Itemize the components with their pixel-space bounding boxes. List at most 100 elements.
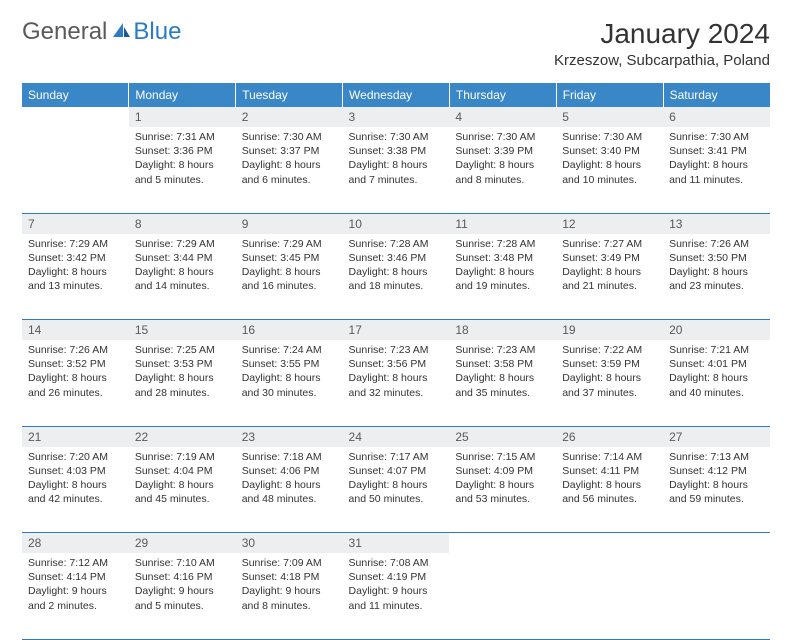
day-ss: Sunset: 4:12 PM bbox=[669, 464, 764, 478]
day-number-cell: 31 bbox=[343, 533, 450, 554]
day-number-cell: 18 bbox=[449, 320, 556, 341]
day-ss: Sunset: 4:16 PM bbox=[135, 570, 230, 584]
col-saturday: Saturday bbox=[663, 83, 770, 107]
day-cell bbox=[22, 127, 129, 213]
day-ss: Sunset: 3:41 PM bbox=[669, 144, 764, 158]
day-cell: Sunrise: 7:31 AMSunset: 3:36 PMDaylight:… bbox=[129, 127, 236, 213]
day-sr: Sunrise: 7:22 AM bbox=[562, 343, 657, 357]
day-number: 25 bbox=[449, 427, 556, 447]
day-d1: Daylight: 8 hours bbox=[349, 371, 444, 385]
day-info: Sunrise: 7:19 AMSunset: 4:04 PMDaylight:… bbox=[129, 447, 236, 513]
day-cell: Sunrise: 7:25 AMSunset: 3:53 PMDaylight:… bbox=[129, 340, 236, 426]
day-number: 30 bbox=[236, 533, 343, 553]
day-ss: Sunset: 3:52 PM bbox=[28, 357, 123, 371]
day-number: 29 bbox=[129, 533, 236, 553]
day-number-cell: 8 bbox=[129, 213, 236, 234]
day-ss: Sunset: 4:03 PM bbox=[28, 464, 123, 478]
day-number-cell: 5 bbox=[556, 107, 663, 127]
day-d2: and 10 minutes. bbox=[562, 173, 657, 187]
day-d1: Daylight: 8 hours bbox=[135, 371, 230, 385]
day-number bbox=[22, 107, 129, 127]
day-ss: Sunset: 3:49 PM bbox=[562, 251, 657, 265]
day-sr: Sunrise: 7:26 AM bbox=[669, 237, 764, 251]
day-number: 9 bbox=[236, 214, 343, 234]
day-cell: Sunrise: 7:18 AMSunset: 4:06 PMDaylight:… bbox=[236, 447, 343, 533]
day-info: Sunrise: 7:23 AMSunset: 3:56 PMDaylight:… bbox=[343, 340, 450, 406]
day-info: Sunrise: 7:30 AMSunset: 3:39 PMDaylight:… bbox=[449, 127, 556, 193]
day-cell: Sunrise: 7:26 AMSunset: 3:50 PMDaylight:… bbox=[663, 234, 770, 320]
day-info: Sunrise: 7:10 AMSunset: 4:16 PMDaylight:… bbox=[129, 553, 236, 619]
day-info: Sunrise: 7:31 AMSunset: 3:36 PMDaylight:… bbox=[129, 127, 236, 193]
day-info: Sunrise: 7:09 AMSunset: 4:18 PMDaylight:… bbox=[236, 553, 343, 619]
day-number-cell: 30 bbox=[236, 533, 343, 554]
day-d2: and 8 minutes. bbox=[455, 173, 550, 187]
calendar-table: Sunday Monday Tuesday Wednesday Thursday… bbox=[22, 83, 770, 640]
daynum-row: 78910111213 bbox=[22, 213, 770, 234]
day-d2: and 2 minutes. bbox=[28, 599, 123, 613]
day-sr: Sunrise: 7:28 AM bbox=[349, 237, 444, 251]
day-info bbox=[556, 553, 663, 562]
day-sr: Sunrise: 7:15 AM bbox=[455, 450, 550, 464]
day-d1: Daylight: 8 hours bbox=[562, 371, 657, 385]
day-info: Sunrise: 7:30 AMSunset: 3:40 PMDaylight:… bbox=[556, 127, 663, 193]
day-number: 17 bbox=[343, 320, 450, 340]
day-info bbox=[449, 553, 556, 562]
day-info: Sunrise: 7:21 AMSunset: 4:01 PMDaylight:… bbox=[663, 340, 770, 406]
day-cell: Sunrise: 7:28 AMSunset: 3:46 PMDaylight:… bbox=[343, 234, 450, 320]
daynum-row: 21222324252627 bbox=[22, 426, 770, 447]
day-d2: and 56 minutes. bbox=[562, 492, 657, 506]
day-number-cell: 2 bbox=[236, 107, 343, 127]
day-cell: Sunrise: 7:10 AMSunset: 4:16 PMDaylight:… bbox=[129, 553, 236, 639]
day-sr: Sunrise: 7:08 AM bbox=[349, 556, 444, 570]
day-cell: Sunrise: 7:08 AMSunset: 4:19 PMDaylight:… bbox=[343, 553, 450, 639]
col-wednesday: Wednesday bbox=[343, 83, 450, 107]
day-d1: Daylight: 8 hours bbox=[669, 478, 764, 492]
day-d2: and 8 minutes. bbox=[242, 599, 337, 613]
day-number: 1 bbox=[129, 107, 236, 127]
day-cell: Sunrise: 7:12 AMSunset: 4:14 PMDaylight:… bbox=[22, 553, 129, 639]
day-ss: Sunset: 3:46 PM bbox=[349, 251, 444, 265]
day-sr: Sunrise: 7:19 AM bbox=[135, 450, 230, 464]
day-number-cell: 16 bbox=[236, 320, 343, 341]
day-cell: Sunrise: 7:29 AMSunset: 3:44 PMDaylight:… bbox=[129, 234, 236, 320]
day-cell bbox=[556, 553, 663, 639]
day-d1: Daylight: 9 hours bbox=[28, 584, 123, 598]
day-number-cell: 22 bbox=[129, 426, 236, 447]
day-sr: Sunrise: 7:26 AM bbox=[28, 343, 123, 357]
day-cell: Sunrise: 7:30 AMSunset: 3:39 PMDaylight:… bbox=[449, 127, 556, 213]
day-d1: Daylight: 8 hours bbox=[135, 158, 230, 172]
day-sr: Sunrise: 7:31 AM bbox=[135, 130, 230, 144]
day-cell: Sunrise: 7:23 AMSunset: 3:58 PMDaylight:… bbox=[449, 340, 556, 426]
day-cell: Sunrise: 7:13 AMSunset: 4:12 PMDaylight:… bbox=[663, 447, 770, 533]
day-number: 16 bbox=[236, 320, 343, 340]
day-d1: Daylight: 8 hours bbox=[28, 478, 123, 492]
day-d1: Daylight: 8 hours bbox=[669, 158, 764, 172]
daynum-row: 28293031 bbox=[22, 533, 770, 554]
day-number: 24 bbox=[343, 427, 450, 447]
day-cell: Sunrise: 7:14 AMSunset: 4:11 PMDaylight:… bbox=[556, 447, 663, 533]
day-d2: and 32 minutes. bbox=[349, 386, 444, 400]
day-cell: Sunrise: 7:09 AMSunset: 4:18 PMDaylight:… bbox=[236, 553, 343, 639]
day-d1: Daylight: 8 hours bbox=[135, 265, 230, 279]
day-ss: Sunset: 3:59 PM bbox=[562, 357, 657, 371]
day-number: 11 bbox=[449, 214, 556, 234]
day-sr: Sunrise: 7:28 AM bbox=[455, 237, 550, 251]
day-sr: Sunrise: 7:29 AM bbox=[242, 237, 337, 251]
day-ss: Sunset: 3:53 PM bbox=[135, 357, 230, 371]
day-info: Sunrise: 7:24 AMSunset: 3:55 PMDaylight:… bbox=[236, 340, 343, 406]
day-d2: and 40 minutes. bbox=[669, 386, 764, 400]
day-number: 15 bbox=[129, 320, 236, 340]
day-cell: Sunrise: 7:30 AMSunset: 3:40 PMDaylight:… bbox=[556, 127, 663, 213]
day-cell: Sunrise: 7:21 AMSunset: 4:01 PMDaylight:… bbox=[663, 340, 770, 426]
day-d1: Daylight: 8 hours bbox=[669, 265, 764, 279]
day-cell: Sunrise: 7:26 AMSunset: 3:52 PMDaylight:… bbox=[22, 340, 129, 426]
day-info: Sunrise: 7:13 AMSunset: 4:12 PMDaylight:… bbox=[663, 447, 770, 513]
day-d1: Daylight: 8 hours bbox=[349, 478, 444, 492]
day-number: 27 bbox=[663, 427, 770, 447]
day-number: 5 bbox=[556, 107, 663, 127]
day-cell bbox=[449, 553, 556, 639]
day-info: Sunrise: 7:29 AMSunset: 3:45 PMDaylight:… bbox=[236, 234, 343, 300]
day-cell: Sunrise: 7:30 AMSunset: 3:38 PMDaylight:… bbox=[343, 127, 450, 213]
day-sr: Sunrise: 7:30 AM bbox=[562, 130, 657, 144]
day-d2: and 21 minutes. bbox=[562, 279, 657, 293]
